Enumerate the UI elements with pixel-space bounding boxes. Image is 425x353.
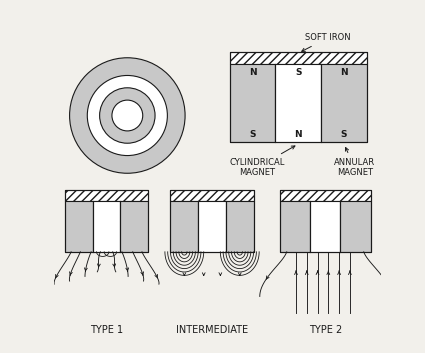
Bar: [230, 52, 367, 143]
Bar: [170, 201, 198, 252]
Text: CYLINDRICAL
MAGNET: CYLINDRICAL MAGNET: [230, 146, 295, 177]
Text: TYPE 2: TYPE 2: [309, 325, 342, 335]
Bar: [65, 190, 148, 201]
Bar: [321, 64, 367, 143]
Bar: [280, 190, 371, 201]
Bar: [120, 201, 148, 252]
Bar: [280, 201, 310, 252]
Bar: [65, 201, 93, 252]
Text: N: N: [249, 68, 256, 77]
Text: S: S: [295, 68, 301, 77]
Circle shape: [99, 88, 155, 143]
Text: S: S: [249, 130, 256, 139]
Bar: [198, 201, 226, 252]
Bar: [230, 52, 367, 64]
Bar: [65, 190, 148, 252]
Text: N: N: [295, 130, 302, 139]
Bar: [280, 190, 371, 252]
Bar: [93, 201, 120, 252]
Bar: [275, 64, 321, 143]
Circle shape: [70, 58, 185, 173]
Text: S: S: [341, 130, 347, 139]
Text: TYPE 1: TYPE 1: [90, 325, 123, 335]
Text: INTERMEDIATE: INTERMEDIATE: [176, 325, 248, 335]
Bar: [170, 190, 254, 252]
Text: ANNULAR
MAGNET: ANNULAR MAGNET: [334, 148, 375, 177]
Bar: [226, 201, 254, 252]
Bar: [170, 190, 254, 201]
Circle shape: [112, 100, 143, 131]
Text: SOFT IRON: SOFT IRON: [302, 34, 351, 52]
Bar: [340, 201, 371, 252]
Circle shape: [87, 76, 167, 156]
Bar: [310, 201, 340, 252]
Bar: [230, 64, 275, 143]
Text: N: N: [340, 68, 348, 77]
